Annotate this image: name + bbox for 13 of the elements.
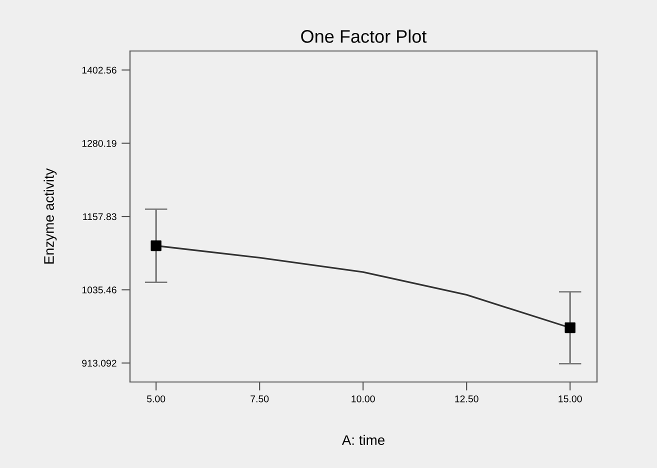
y-tick-label: 1402.56 [82, 66, 116, 74]
x-axis-title: A: time [342, 434, 384, 446]
x-tick-label: 10.00 [352, 395, 375, 402]
y-tick-label: 1035.46 [82, 286, 116, 294]
y-axis-title: Enzyme activity [44, 168, 57, 264]
y-tick-label: 913.092 [82, 360, 116, 367]
y-tick-label: 1157.83 [83, 213, 116, 220]
x-tick-label: 5.00 [147, 395, 166, 402]
x-tick-label: 15.00 [558, 395, 582, 402]
x-tick-label: 7.50 [250, 395, 269, 402]
y-tick-label: 1280.19 [82, 140, 116, 147]
chart-title: One Factor Plot [301, 30, 427, 43]
x-tick-label: 12.50 [455, 395, 478, 402]
